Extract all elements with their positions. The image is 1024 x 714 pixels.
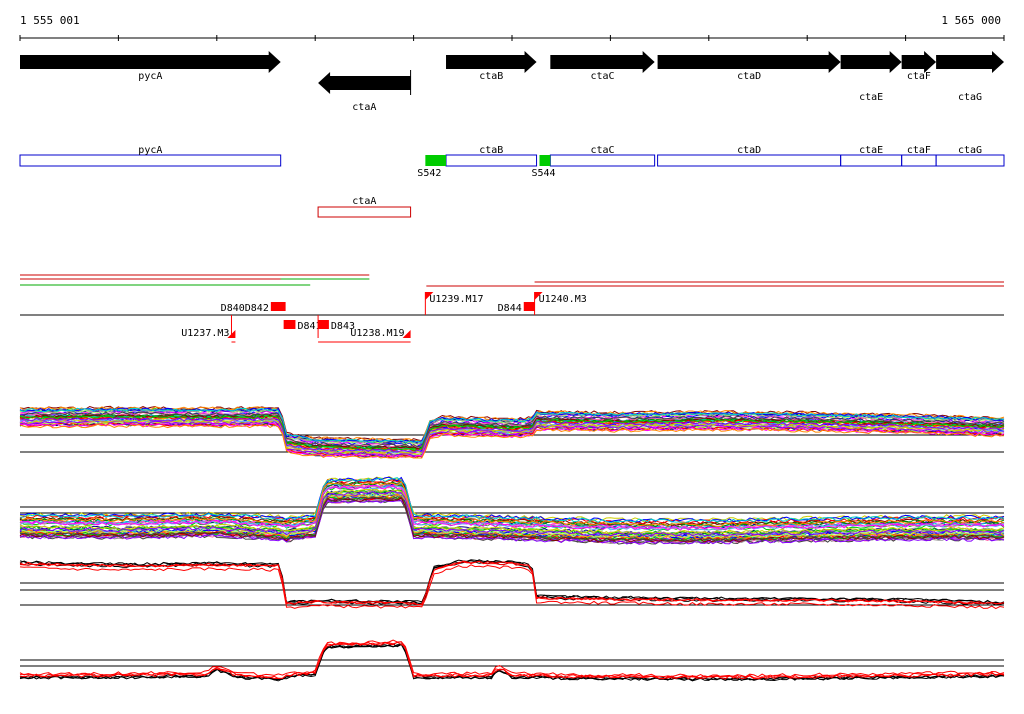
annotation-label-ctaE: ctaE [859, 145, 883, 156]
gene-arrow-pycA [20, 51, 281, 73]
annotation-label-ctaG: ctaG [958, 145, 982, 156]
profile-line [19, 484, 1005, 531]
segment-block [270, 302, 286, 311]
profile-line [19, 411, 1005, 448]
profile-line [19, 564, 1005, 610]
gene-arrow-ctaD [657, 51, 841, 73]
profile-line [19, 643, 1005, 681]
start-coordinate-label: 1 555 001 [20, 14, 80, 27]
profile-line [19, 477, 1005, 524]
gene-arrow-ctaF [901, 51, 937, 73]
profile-line [19, 641, 1005, 680]
gene-arrows-track: pycA ctaA ctaB ctaC ctaD ctaE ctaF ctaG [20, 51, 1004, 113]
annotation-box-pycA [19, 154, 282, 167]
profile-line [19, 496, 1005, 542]
minus-box-ctaA [317, 206, 412, 218]
gene-arrow-ctaG [936, 51, 1004, 73]
expression-profile-tracks [19, 405, 1005, 682]
promoter-S542 [425, 155, 447, 166]
profile-line [19, 560, 1005, 606]
promoter-label-S544: S544 [531, 168, 555, 179]
segment-track: D840D842 D841 D843 D844 U1237.M3 U1238.M19 U12… [20, 274, 1004, 343]
profile-track-t3 [19, 559, 1005, 610]
coordinate-ruler: 1 555 001 1 565 000 [19, 14, 1005, 41]
arrow-segment-label: U1237.M3 [181, 328, 229, 339]
profile-line [19, 500, 1005, 545]
profile-line [19, 497, 1005, 543]
profile-line [19, 417, 1005, 453]
gene-arrow-ctaB [446, 51, 537, 73]
gene-label-pycA: pycA [138, 71, 162, 82]
profile-line [19, 415, 1005, 452]
profile-line [19, 639, 1005, 678]
profile-line [19, 423, 1005, 459]
gene-label-ctaD: ctaD [737, 71, 761, 82]
arrow-segment-label: U1239.M17 [429, 294, 483, 305]
annotation-box-ctaG [935, 154, 1005, 167]
arrow-segment-head [534, 292, 543, 300]
arrow-segment-label: U1238.M19 [350, 328, 404, 339]
profile-line [19, 407, 1005, 444]
annotation-label-ctaB: ctaB [479, 145, 503, 156]
profile-line [19, 420, 1005, 457]
arrow-segment-head [402, 330, 411, 338]
profile-line [19, 406, 1005, 442]
annotation-label-ctaF: ctaF [907, 145, 931, 156]
promoter-label-S542: S542 [417, 168, 441, 179]
gene-arrow-ctaE [840, 51, 902, 73]
profile-line [19, 485, 1005, 531]
annotation-box-ctaC [549, 154, 656, 167]
gene-label-ctaF: ctaF [907, 71, 931, 82]
profile-line [19, 489, 1005, 536]
gene-arrow-ctaA [318, 72, 411, 94]
arrow-segment-head [227, 330, 236, 338]
annotation-label-ctaC: ctaC [590, 145, 614, 156]
arrow-segment-head [425, 292, 434, 300]
gene-label-ctaG: ctaG [958, 92, 982, 103]
profile-line [19, 411, 1005, 448]
profile-line [19, 476, 1005, 523]
annotation-box-ctaF [901, 154, 937, 167]
plus-strand-annotation-track: pycA ctaB ctaC ctaD ctaE ctaF ctaG S542 S544 [19, 145, 1005, 179]
profile-line [19, 481, 1005, 528]
arrow-segment-label: U1240.M3 [539, 294, 587, 305]
profile-line [19, 560, 1005, 606]
segment-block [318, 320, 329, 329]
promoter-S544 [539, 155, 551, 166]
segment-block [523, 302, 535, 311]
segment-block [283, 320, 296, 329]
profile-line [19, 476, 1005, 523]
end-coordinate-label: 1 565 000 [941, 14, 1001, 27]
gene-label-ctaB: ctaB [479, 71, 503, 82]
ruler-ticks [19, 35, 1005, 41]
gene-label-ctaE: ctaE [859, 92, 883, 103]
annotation-label-ctaD: ctaD [737, 145, 761, 156]
gene-label-ctaC: ctaC [590, 71, 614, 82]
segment-label: D841 [297, 321, 321, 332]
segment-label: D843 [331, 321, 355, 332]
annotation-box-ctaB [445, 154, 538, 167]
annotation-box-ctaE [840, 154, 903, 167]
profile-track-t1 [19, 405, 1005, 459]
segment-label: D840D842 [221, 303, 269, 314]
annotation-label-pycA: pycA [138, 145, 162, 156]
annotation-box-ctaD [657, 154, 842, 167]
segment-label: D844 [498, 303, 522, 314]
gene-label-ctaA: ctaA [352, 102, 376, 113]
profile-line [19, 407, 1005, 443]
minus-strand-annotation-track: ctaA [317, 196, 412, 218]
profile-track-t4 [19, 639, 1005, 682]
gene-arrow-ctaC [550, 51, 655, 73]
minus-box-label-ctaA: ctaA [352, 196, 376, 207]
profile-line [19, 488, 1005, 535]
profile-track-t2 [19, 476, 1005, 545]
profile-line [19, 490, 1005, 537]
